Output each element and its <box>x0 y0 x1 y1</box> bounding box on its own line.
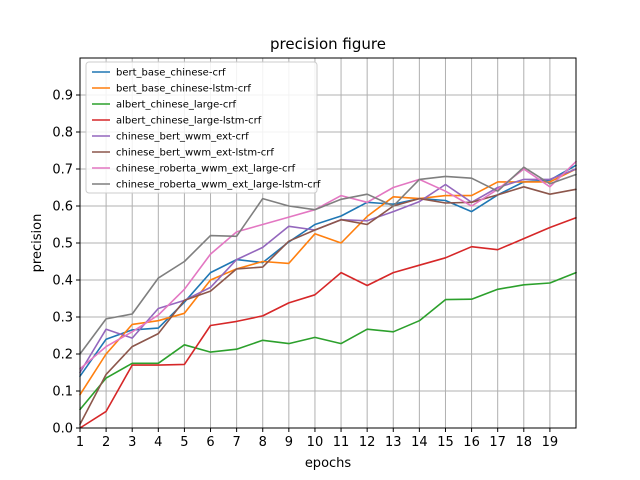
legend-entry: chinese_bert_wwm_ext-crf <box>92 132 249 143</box>
y-tick-label: 0.7 <box>52 163 73 178</box>
x-tick-label: 6 <box>206 435 214 450</box>
legend-label: chinese_roberta_wwm_ext_large-lstm-crf <box>116 180 321 191</box>
series-line-chinese_roberta_wwm_ext_large-lstm-crf <box>79 166 577 355</box>
x-tick-label: 16 <box>463 435 480 450</box>
y-axis-title: precision <box>30 214 45 273</box>
series-line-bert_base_chinese-lstm-crf <box>79 168 577 396</box>
y-tick-label: 0.5 <box>52 237 73 252</box>
legend-label: chinese_roberta_wwm_ext_large-crf <box>116 164 296 175</box>
legend-entry: chinese_roberta_wwm_ext_large-crf <box>92 164 296 175</box>
legend-label: albert_chinese_large-crf <box>116 100 236 111</box>
x-tick-label: 1 <box>76 435 84 450</box>
x-tick-label: 15 <box>437 435 454 450</box>
x-tick-label: 2 <box>102 435 110 450</box>
legend-label: chinese_bert_wwm_ext-lstm-crf <box>116 148 274 159</box>
y-tick-label: 0.9 <box>52 89 73 104</box>
x-tick-label: 7 <box>232 435 240 450</box>
legend-entry: chinese_bert_wwm_ext-lstm-crf <box>92 148 274 159</box>
legend-entry: chinese_roberta_wwm_ext_large-lstm-crf <box>92 180 321 191</box>
legend-label: chinese_bert_wwm_ext-crf <box>116 132 249 143</box>
y-tick-label: 0.4 <box>52 274 73 289</box>
y-tick-label: 0.3 <box>52 311 73 326</box>
legend-entries: bert_base_chinese-crf bert_base_chinese-l… <box>92 68 321 191</box>
series-line-albert_chinese_large-crf <box>79 271 577 411</box>
legend: bert_base_chinese-crf bert_base_chinese-l… <box>85 61 321 194</box>
legend-label: bert_base_chinese-crf <box>116 68 226 79</box>
legend-entry: albert_chinese_large-lstm-crf <box>92 116 262 127</box>
legend-entry: bert_base_chinese-crf <box>92 68 226 79</box>
x-tick-label: 8 <box>259 435 267 450</box>
x-tick-label: 5 <box>180 435 188 450</box>
series-lines <box>79 160 577 429</box>
series-line-chinese_bert_wwm_ext-lstm-crf <box>79 186 577 426</box>
legend-box <box>85 61 318 194</box>
legend-entry: albert_chinese_large-crf <box>92 100 236 111</box>
series-line-chinese_roberta_wwm_ext_large-crf <box>79 160 577 370</box>
x-tick-label: 13 <box>385 435 402 450</box>
y-tick-label: 0.0 <box>52 422 73 437</box>
x-tick-label: 18 <box>516 435 533 450</box>
legend-label: bert_base_chinese-lstm-crf <box>116 84 251 95</box>
x-tick-label: 9 <box>285 435 293 450</box>
x-tick-label: 3 <box>128 435 136 450</box>
y-tick-label: 0.2 <box>52 348 73 363</box>
x-tick-label: 11 <box>333 435 350 450</box>
x-axis-ticks: 1 2 3 4 5 6 7 8 9 10 11 12 13 14 15 16 17 18 19 <box>76 428 558 450</box>
series-line-albert_chinese_large-lstm-crf <box>79 217 577 429</box>
x-tick-label: 17 <box>489 435 506 450</box>
y-tick-label: 0.8 <box>52 126 73 141</box>
chart-title: precision figure <box>270 35 386 53</box>
x-tick-label: 19 <box>542 435 559 450</box>
x-axis-title: epochs <box>305 456 352 471</box>
x-tick-label: 10 <box>307 435 324 450</box>
y-axis-ticks: 0.0 0.1 0.2 0.3 0.4 0.5 0.6 0.7 0.8 0.9 <box>52 89 80 437</box>
y-tick-label: 0.6 <box>52 200 73 215</box>
x-tick-label: 4 <box>154 435 162 450</box>
x-tick-label: 12 <box>359 435 376 450</box>
legend-entry: bert_base_chinese-lstm-crf <box>92 84 251 95</box>
y-tick-label: 0.1 <box>52 385 73 400</box>
x-tick-label: 14 <box>411 435 428 450</box>
series-line-bert_base_chinese-crf <box>79 164 577 378</box>
legend-label: albert_chinese_large-lstm-crf <box>116 116 262 127</box>
